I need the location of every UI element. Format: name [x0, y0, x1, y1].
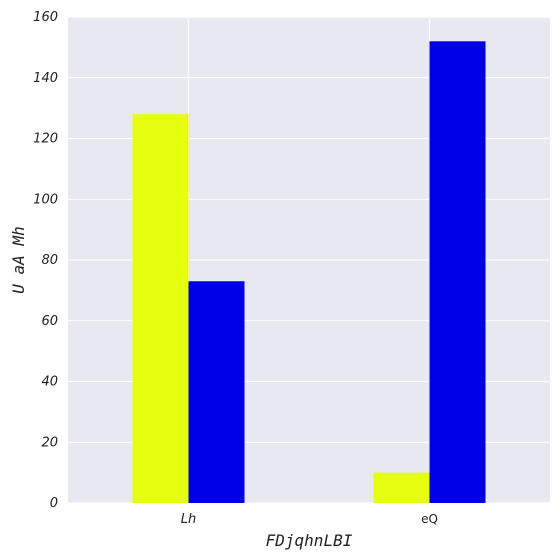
- y-tick-label: 40: [41, 375, 58, 390]
- y-tick-label: 140: [33, 71, 58, 86]
- y-tick-labels: 0 20 40 60 80 100 120 140 160: [33, 10, 58, 511]
- y-tick-label: 100: [33, 192, 58, 207]
- y-tick-label: 0: [50, 496, 58, 511]
- bar-Lh-series-1: [132, 114, 189, 503]
- x-tick-labels: Lh eQ: [181, 512, 438, 527]
- y-tick-label: 160: [33, 10, 58, 25]
- y-tick-label: 80: [41, 253, 58, 268]
- bars: [132, 41, 486, 504]
- bar-eQ-series-1: [373, 472, 430, 503]
- y-tick-label: 120: [33, 132, 58, 147]
- y-axis-title: U aA Mh: [9, 226, 28, 293]
- bar-Lh-series-2: [188, 281, 245, 503]
- y-tick-label: 20: [41, 435, 58, 450]
- x-tick-label: Lh: [181, 512, 196, 527]
- y-tick-label: 60: [41, 314, 58, 329]
- bar-eQ-series-2: [429, 41, 486, 504]
- x-axis-title: FDjqhnLBI: [266, 531, 353, 550]
- x-tick-label: eQ: [421, 512, 438, 526]
